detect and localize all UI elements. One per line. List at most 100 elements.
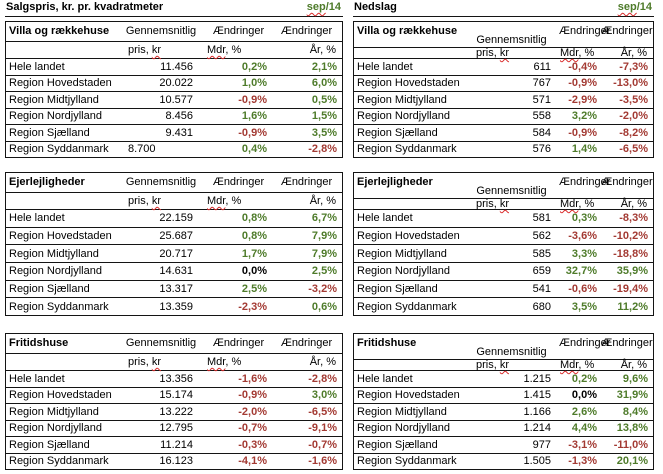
average-value: 1.505 <box>523 455 551 468</box>
month-change-value: -0,3% <box>238 438 267 451</box>
spacer-cell <box>6 354 116 370</box>
table-row: Region Hovedstaden 20.022 1,0% 6,0% <box>6 74 342 92</box>
year-change-value: -2,8% <box>308 143 337 156</box>
subheader-month: Mdr, % <box>560 198 595 210</box>
average-value: 15.174 <box>159 389 193 402</box>
region-name: Region Syddanmark <box>9 300 109 313</box>
region-name: Region Sjælland <box>9 438 90 451</box>
month-change-value: -0,9% <box>568 126 597 139</box>
region-name: Region Nordjylland <box>357 265 450 278</box>
year-change-value: -1,6% <box>308 455 337 468</box>
panel-header: Salgspris, kr. pr. kvadratmeter sep/14 <box>5 0 343 17</box>
table-ejerlejligheder-salgspris: Ejerlejligheder Gennemsnitlig Ændringer … <box>5 172 343 316</box>
average-value: 767 <box>532 77 551 90</box>
average-value: 22.159 <box>159 212 193 225</box>
spacer-cell <box>354 199 464 209</box>
table-row: Region Midtjylland 20.717 1,7% 7,9% <box>6 244 342 262</box>
month-change-value: -2,0% <box>238 405 267 418</box>
subheader-price: pris, kr <box>476 359 510 371</box>
spacer-cell <box>6 193 116 209</box>
column-header-change-year: Ændringer <box>280 176 333 188</box>
region-name: Region Midtjylland <box>357 405 447 418</box>
year-change-value: -7,3% <box>619 60 648 73</box>
subheader-row: pris, kr Mdr, % År, % <box>354 48 653 59</box>
month-change-value: 0,0% <box>241 265 267 278</box>
column-header-average: Gennemsnitlig <box>476 34 547 46</box>
region-name: Region Syddanmark <box>357 300 457 313</box>
table-villa-raekkehuse-salgspris: Villa og rækkehuse Gennemsnitlig Ændring… <box>5 21 343 158</box>
table-row: Region Midtjylland 1.166 2,6% 8,4% <box>354 403 653 420</box>
average-value: 1.166 <box>523 405 551 418</box>
region-name: Region Hovedstaden <box>9 230 112 242</box>
month-change-value: -0,9% <box>238 93 267 106</box>
month-change-value: -3,6% <box>568 230 597 242</box>
table-row: Region Syddanmark 16.123 -4,1% -1,6% <box>6 452 342 470</box>
year-change-value: -0,7% <box>308 438 337 451</box>
region-name: Hele landet <box>9 212 65 225</box>
period-label: sep/14 <box>306 1 341 13</box>
year-change-value: 35,9% <box>616 265 648 278</box>
average-value: 584 <box>532 126 551 139</box>
region-name: Region Hovedstaden <box>357 230 460 242</box>
header-row: Villa og rækkehuse Gennemsnitlig Ændring… <box>6 22 342 42</box>
region-name: Region Midtjylland <box>9 405 99 418</box>
average-value: 977 <box>532 438 551 451</box>
subheader-row: pris, kr Mdr, % År, % <box>354 199 653 210</box>
average-value: 562 <box>532 230 551 242</box>
panel-discount: Nedslag sep/14 Villa og rækkehuse Gennem… <box>353 0 654 474</box>
average-value: 13.317 <box>159 283 193 296</box>
year-change-value: 0,5% <box>311 93 337 106</box>
average-value: 14.631 <box>159 265 193 278</box>
region-name: Region Sjælland <box>357 126 438 139</box>
year-change-value: 20,1% <box>616 455 648 468</box>
table-row: Region Midtjylland 10.577 -0,9% 0,5% <box>6 91 342 108</box>
year-change-value: 31,9% <box>616 389 648 402</box>
region-name: Region Syddanmark <box>357 455 457 468</box>
average-value: 1.215 <box>523 372 551 385</box>
region-name: Hele landet <box>9 372 65 385</box>
year-change-value: 7,9% <box>311 247 337 260</box>
column-header-change-month: Ændringer <box>212 25 265 37</box>
average-value: 8.700 <box>128 143 156 156</box>
region-name: Region Nordjylland <box>9 110 102 123</box>
spacer-cell <box>354 360 464 370</box>
region-name: Region Midtjylland <box>9 247 99 260</box>
month-change-value: -4,1% <box>238 455 267 468</box>
average-value: 13.359 <box>159 300 193 313</box>
region-name: Region Sjælland <box>9 283 90 296</box>
average-value: 611 <box>533 60 551 73</box>
region-name: Region Hovedstaden <box>357 389 460 402</box>
region-name: Region Hovedstaden <box>9 389 112 402</box>
table-row: Region Midtjylland 585 3,3% -18,8% <box>354 244 653 262</box>
month-change-value: 32,7% <box>565 265 597 278</box>
average-value: 571 <box>532 93 551 106</box>
table-row: Hele landet 581 0,3% -8,3% <box>354 210 653 227</box>
table-body: Hele landet 1.215 0,2% 9,6% Region Hovedstad… <box>354 371 653 469</box>
spacer-cell <box>354 48 464 58</box>
table-row: Region Syddanmark 1.505 -1,3% 20,1% <box>354 452 653 470</box>
section-title: Fritidshuse <box>357 337 417 349</box>
subheader-row: pris, kr Mdr, % År, % <box>6 42 342 59</box>
table-body: Hele landet 22.159 0,8% 6,7% Region Hovedsta… <box>6 210 342 315</box>
year-change-value: -8,3% <box>619 212 648 225</box>
month-change-value: 0,2% <box>241 60 267 73</box>
region-name: Region Midtjylland <box>357 93 447 106</box>
table-row: Hele landet 11.456 0,2% 2,1% <box>6 59 342 75</box>
average-value: 8.456 <box>165 110 193 123</box>
table-row: Region Sjælland 977 -3,1% -11,0% <box>354 436 653 453</box>
region-name: Region Hovedstaden <box>357 77 460 90</box>
year-change-value: -10,2% <box>613 230 648 242</box>
month-change-value: 2,5% <box>241 283 267 296</box>
column-header-change-year: Ændringer <box>601 337 653 349</box>
table-body: Hele landet 11.456 0,2% 2,1% Region Hovedsta… <box>6 59 342 157</box>
subheader-year: År, % <box>620 47 647 59</box>
year-change-value: -6,5% <box>308 405 337 418</box>
month-change-value: 4,4% <box>571 422 597 435</box>
year-change-value: 2,5% <box>311 265 337 278</box>
table-row: Region Nordjylland 1.214 4,4% 13,8% <box>354 419 653 437</box>
month-change-value: 1,7% <box>241 247 267 260</box>
region-name: Hele landet <box>357 372 413 385</box>
table-row: Region Hovedstaden 767 -0,9% -13,0% <box>354 74 653 92</box>
year-change-value: -3,5% <box>619 93 648 106</box>
average-value: 10.577 <box>159 93 193 106</box>
